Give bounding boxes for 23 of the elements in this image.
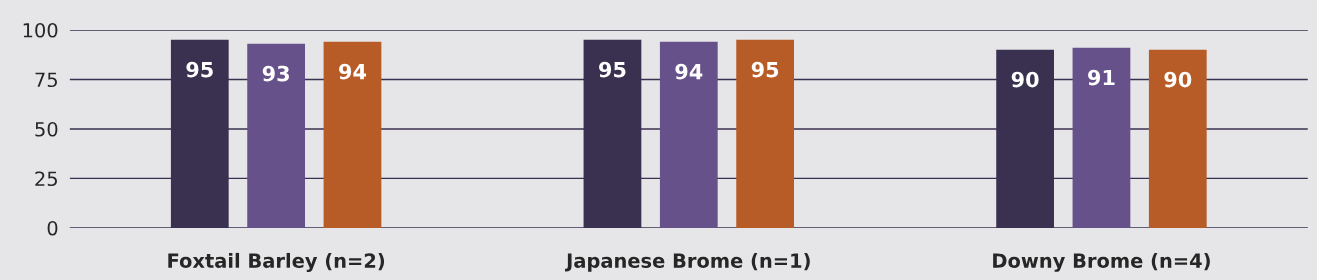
data-label: 90 — [1164, 71, 1192, 88]
data-label: 90 — [1011, 71, 1039, 88]
data-label: 91 — [1088, 69, 1115, 86]
bar — [659, 41, 718, 228]
bar — [323, 41, 382, 228]
data-label: 95 — [751, 61, 779, 78]
y-tick-label: 50 — [35, 121, 58, 137]
data-label: 94 — [675, 63, 703, 80]
data-label: 94 — [339, 63, 367, 80]
x-tick-label: Japanese Brome (n=1) — [565, 252, 810, 272]
bar — [247, 43, 306, 228]
bar — [1072, 47, 1131, 228]
x-tick-label: Foxtail Barley (n=2) — [168, 252, 385, 272]
data-label: 95 — [599, 61, 626, 78]
y-tick-label: 0 — [47, 220, 58, 236]
x-tick-label: Downy Brome (n=4) — [993, 252, 1210, 272]
bar — [1148, 49, 1207, 228]
y-tick-label: 25 — [35, 171, 57, 187]
y-tick-label: 100 — [23, 22, 58, 38]
y-tick-label: 75 — [35, 72, 57, 88]
bar — [736, 39, 795, 228]
data-label: 93 — [262, 65, 289, 82]
data-label: 95 — [186, 61, 213, 78]
